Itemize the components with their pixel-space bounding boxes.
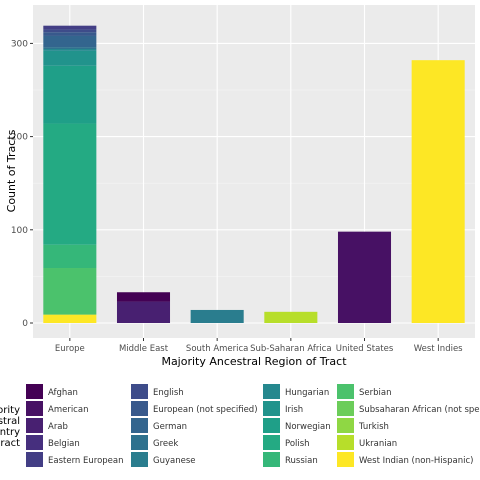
- plot-panel: [33, 5, 475, 338]
- legend-title-line: ority: [0, 405, 20, 416]
- legend-label: Irish: [285, 405, 303, 415]
- y-tick-label: 300: [11, 39, 28, 49]
- bars: [43, 25, 465, 324]
- x-tick-label: Sub-Saharan Africa: [250, 344, 331, 354]
- legend-label: Serbian: [359, 388, 391, 398]
- legend-label: European (not specified): [153, 405, 258, 415]
- legend-label: German: [153, 422, 187, 432]
- bar-segment: [43, 65, 97, 124]
- legend-key: [131, 384, 148, 399]
- legend-label: American: [48, 405, 88, 415]
- legend-title-line: stral: [0, 416, 20, 427]
- x-tick-label: Europe: [55, 344, 85, 354]
- legend-label: Arab: [48, 422, 68, 432]
- y-axis: 0 100 200 300: [11, 39, 33, 329]
- legend-label: Guyanese: [153, 456, 196, 466]
- bar-segment: [43, 123, 97, 245]
- bar-segment: [116, 301, 171, 323]
- legend-label: Afghan: [48, 388, 78, 398]
- legend-key: [131, 418, 148, 433]
- legend-key: [26, 452, 43, 467]
- bar-segment: [43, 35, 97, 48]
- bar-segment: [43, 25, 97, 30]
- x-axis: Europe Middle East South America Sub-Sahara…: [55, 338, 463, 354]
- legend-key: [131, 435, 148, 450]
- legend-label: English: [153, 388, 184, 398]
- legend-key: [26, 435, 43, 450]
- legend-key: [131, 401, 148, 416]
- x-axis-title: Majority Ancestral Region of Tract: [161, 355, 347, 368]
- legend-label: Hungarian: [285, 388, 329, 398]
- legend-key: [337, 435, 354, 450]
- bar-segment: [43, 32, 97, 36]
- legend-key: [131, 452, 148, 467]
- legend: Afghan American Arab Belgian Eastern Europea…: [26, 384, 480, 467]
- bar-segment: [116, 292, 171, 302]
- bar-segment: [411, 60, 465, 324]
- legend-title-line: ntry: [0, 427, 20, 438]
- legend-key: [337, 384, 354, 399]
- bar-segment: [43, 244, 97, 269]
- x-tick-label: United States: [336, 344, 394, 354]
- x-tick-label: West Indies: [414, 344, 463, 354]
- legend-label: Eastern European: [48, 456, 124, 466]
- bar-segment: [264, 311, 318, 323]
- bar-segment: [43, 50, 97, 66]
- bar-segment: [43, 48, 97, 51]
- legend-key: [263, 452, 280, 467]
- bar-segment: [43, 29, 97, 33]
- legend-label: Turkish: [358, 422, 389, 432]
- bar-segment: [43, 314, 97, 323]
- legend-label: Belgian: [48, 439, 80, 449]
- x-tick-label: South America: [186, 344, 248, 354]
- legend-key: [26, 401, 43, 416]
- legend-label: Subsaharan African (not specified): [359, 405, 480, 415]
- y-tick-label: 0: [22, 319, 28, 329]
- legend-key: [263, 384, 280, 399]
- legend-key: [263, 435, 280, 450]
- bar-segment: [43, 268, 97, 315]
- legend-label: Ukranian: [359, 439, 397, 449]
- legend-key: [26, 384, 43, 399]
- bar-segment: [43, 47, 97, 49]
- y-tick-label: 200: [11, 133, 28, 143]
- bar-segment: [337, 231, 392, 323]
- x-tick-label: Middle East: [119, 344, 169, 354]
- legend-label: Norwegian: [285, 422, 331, 432]
- legend-label: West Indian (non-Hispanic): [359, 456, 473, 466]
- legend-key: [337, 418, 354, 433]
- legend-key: [263, 418, 280, 433]
- y-axis-title: Count of Tracts: [5, 129, 18, 212]
- legend-key: [26, 418, 43, 433]
- legend-key: [337, 452, 354, 467]
- legend-label: Greek: [153, 439, 178, 449]
- legend-title-line: ract: [0, 438, 20, 449]
- bar-segment: [190, 309, 244, 323]
- legend-key: [337, 401, 354, 416]
- legend-key: [263, 401, 280, 416]
- y-tick-label: 100: [11, 226, 28, 236]
- legend-label: Polish: [285, 439, 310, 449]
- legend-label: Russian: [285, 456, 318, 466]
